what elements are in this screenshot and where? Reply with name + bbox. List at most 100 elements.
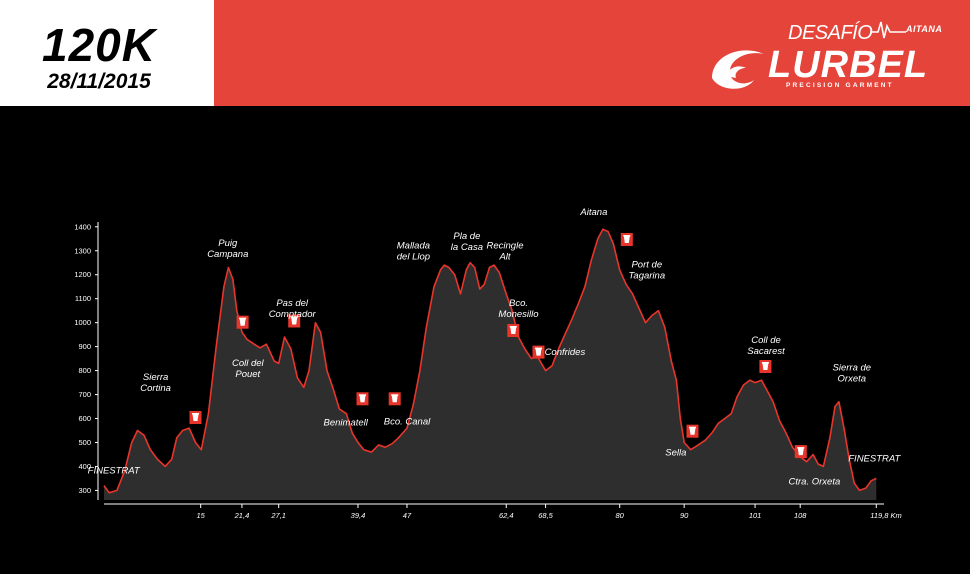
waypoint-annotations: FINESTRAT Sierra Cortina Puig Campana Coll de… — [88, 207, 902, 488]
waypoint-label: Pla de la Casa — [451, 231, 483, 253]
waypoint-label: Coll de Sacarest — [747, 335, 785, 357]
x-tick-label: 39,4 — [351, 511, 366, 520]
waypoint-label-line: la Casa — [451, 242, 483, 253]
brand-desafio: DESAFÍO — [788, 22, 873, 44]
y-tick-label: 900 — [78, 342, 91, 351]
elevation-line — [103, 228, 877, 494]
y-tick-label: 1200 — [74, 270, 91, 279]
y-axis: 300 400 500 600 700 800 900 1000 1100 1200 1300 140… — [74, 222, 99, 500]
waypoint-label-line: Campana — [207, 249, 248, 260]
y-tick-label: 300 — [78, 486, 91, 495]
waypoint-label-line: Port de — [631, 260, 662, 271]
waypoint-label: Port de Tagarina — [628, 260, 665, 282]
waypoint-label-line: Orxeta — [838, 374, 867, 385]
waypoint-label: Bco. Monesillo — [498, 298, 538, 320]
heartbeat-icon — [870, 21, 906, 39]
waypoint-label-line: Tagarina — [628, 271, 665, 282]
aid-station-cup-icon — [507, 324, 520, 337]
x-tick-label: 119,8 Km — [870, 511, 902, 520]
x-tick-label: 101 — [749, 511, 762, 520]
aid-station-cup-icon — [532, 345, 545, 359]
y-tick-label: 1400 — [74, 222, 91, 231]
waypoint-label-line: Aitana — [579, 207, 607, 218]
waypoint-label-line: Cortina — [140, 383, 171, 394]
waypoint-label: Sierra Cortina — [140, 372, 171, 394]
aid-station-cup-icon — [288, 314, 301, 328]
waypoint-label: Aitana — [579, 207, 607, 218]
waypoint-label-line: Bco. — [509, 298, 528, 309]
x-tick-label: 80 — [616, 511, 625, 520]
waypoint-label: Recingle Alt — [487, 240, 524, 262]
x-tick-label: 15 — [197, 511, 206, 520]
aid-station-cup-icon — [189, 411, 202, 424]
y-tick-label: 600 — [78, 414, 91, 423]
waypoint-label-line: Monesillo — [498, 309, 538, 320]
waypoint-label: Bco. Canal — [384, 417, 431, 428]
waypoint-label-line: del Llop — [397, 251, 430, 262]
waypoint-label-line: Pas del — [276, 298, 309, 309]
waypoint-label-line: Ctra. Orxeta — [789, 476, 841, 487]
header-distance-panel — [0, 0, 214, 106]
y-tick-label: 700 — [78, 390, 91, 399]
aid-station-cup-icon — [686, 424, 699, 438]
x-tick-label: 47 — [403, 511, 412, 520]
waypoint-label-line: FINESTRAT — [848, 454, 901, 465]
x-tick-label: 27,1 — [270, 511, 286, 520]
waypoint-label: Benimatell — [324, 418, 369, 429]
y-tick-label: 1300 — [74, 246, 91, 255]
waypoint-label-line: Alt — [498, 251, 510, 262]
waypoint-label: FINESTRAT — [88, 466, 141, 477]
brand-aitana: AITANA — [906, 24, 943, 34]
waypoint-label-line: Sacarest — [747, 346, 785, 357]
waypoint-label-line: Benimatell — [324, 418, 369, 429]
header-brand-panel — [214, 0, 970, 106]
elevation-area — [104, 229, 877, 500]
waypoint-label: Mallada del Llop — [397, 240, 430, 262]
brand-tagline: PRECISION GARMENT — [786, 82, 894, 89]
waypoint-label-line: Confrides — [545, 347, 586, 358]
aid-stations — [189, 233, 807, 459]
waypoint-label-line: Sierra de — [833, 363, 872, 374]
aid-station-cup-icon — [759, 360, 772, 373]
y-tick-label: 1100 — [75, 294, 91, 303]
waypoint-label: Sella — [665, 448, 686, 459]
y-tick-label: 800 — [78, 366, 91, 375]
waypoint-label-line: FINESTRAT — [88, 466, 141, 477]
waypoint-label: Ctra. Orxeta — [789, 476, 841, 487]
waypoint-label-line: Puig — [218, 238, 238, 249]
aid-station-cup-icon — [236, 315, 249, 329]
waypoint-label: Confrides — [545, 347, 586, 358]
x-axis: 15 21,4 27,1 39,4 47 62,4 68,5 80 90 101 108 119,8 … — [104, 503, 902, 520]
x-tick-label: 68,5 — [538, 511, 553, 520]
x-tick-label: 90 — [680, 511, 689, 520]
y-tick-label: 400 — [78, 462, 91, 471]
waypoint-label-line: Pla de — [453, 231, 480, 242]
waypoint-label-line: Coll de — [751, 335, 781, 346]
brand-logo: DESAFÍO AITANA LURBEL PRECISION GARMENT — [706, 14, 950, 94]
x-tick-label: 62,4 — [499, 511, 514, 520]
waypoint-label: FINESTRAT — [848, 454, 901, 465]
aid-station-cup-icon — [794, 445, 807, 459]
waypoint-label: Sierra de Orxeta — [833, 363, 872, 385]
waypoint-label-line: Pouet — [235, 369, 260, 380]
waypoint-label-line: Mallada — [397, 240, 430, 251]
waypoint-label-line: Sierra — [143, 372, 168, 383]
waypoint-label-line: Sella — [665, 448, 686, 459]
y-tick-label: 1000 — [74, 318, 91, 327]
waypoint-label: Coll del Pouet — [232, 358, 265, 380]
aid-station-cup-icon — [388, 392, 401, 406]
x-tick-label: 21,4 — [234, 511, 250, 520]
waypoint-label: Pas del Comptador — [269, 298, 317, 320]
waypoint-label-line: Recingle — [487, 240, 524, 251]
swirl-icon — [712, 50, 764, 89]
waypoint-label-line: Comptador — [269, 309, 317, 320]
aid-station-cup-icon — [356, 392, 369, 406]
x-tick-label: 108 — [794, 511, 807, 520]
waypoint-label-line: Bco. Canal — [384, 417, 431, 428]
waypoint-label: Puig Campana — [207, 238, 248, 260]
waypoint-label-line: Coll del — [232, 358, 265, 369]
y-tick-label: 500 — [78, 438, 91, 447]
aid-station-cup-icon — [620, 233, 633, 246]
race-date: 28/11/2015 — [47, 70, 151, 93]
